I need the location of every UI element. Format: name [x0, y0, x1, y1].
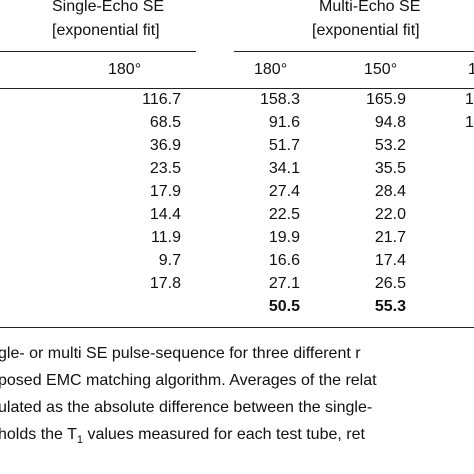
cell-multi-150: 165.9	[365, 91, 406, 108]
cell-multi-180: 19.9	[268, 229, 300, 246]
caption-line-4: holds the T1 values measured for each te…	[0, 426, 365, 447]
single-echo-group-rule	[0, 51, 196, 52]
caption-line-3: ulated as the absolute difference betwee…	[0, 399, 373, 416]
multi-echo-title: Multi-Echo SE	[319, 0, 421, 15]
caption-line-1: gle- or multi SE pulse-sequence for thre…	[0, 345, 361, 362]
cell-multi-150: 22.0	[374, 206, 406, 223]
cell-multi-180: 34.1	[268, 160, 300, 177]
single-echo-fit-label: [exponential fit]	[52, 22, 160, 39]
cell-cut-column: 1	[465, 91, 474, 108]
cell-multi-150: 26.5	[374, 275, 406, 292]
cell-multi-180: 22.5	[268, 206, 300, 223]
table-bottom-rule	[0, 327, 474, 328]
cell-single-180: 11.9	[151, 229, 181, 246]
cell-multi-150: 35.5	[374, 160, 406, 177]
cell-single-180: 9.7	[158, 252, 181, 269]
multi-echo-header: Multi-Echo SE	[319, 0, 420, 16]
caption-line-2: posed EMC matching algorithm. Averages o…	[0, 372, 377, 389]
subheader-cut-column: 1	[468, 61, 474, 78]
single-echo-title: Single-Echo SE	[52, 0, 165, 15]
cell-multi-180: 91.6	[268, 114, 300, 131]
cell-multi-150: 53.2	[374, 137, 406, 154]
cell-multi-180: 27.1	[268, 275, 300, 292]
cell-multi-180: 16.6	[268, 252, 300, 269]
subheader-multi-150: 150°	[364, 61, 398, 78]
header-bottom-rule	[0, 88, 474, 89]
cell-multi-150: 94.8	[374, 114, 406, 131]
subheader-multi-180: 180°	[254, 61, 288, 78]
multi-echo-fit-label: [exponential fit]	[312, 22, 420, 39]
cell-single-180: 68.5	[149, 114, 181, 131]
average-multi-150: 55.3	[374, 298, 406, 315]
average-multi-180: 50.5	[268, 298, 300, 315]
cell-single-180: 116.7	[142, 91, 181, 108]
cell-single-180: 14.4	[149, 206, 181, 223]
cell-single-180: 17.9	[149, 183, 181, 200]
cell-multi-180: 51.7	[268, 137, 300, 154]
multi-echo-group-rule	[234, 51, 474, 52]
cell-multi-180: 158.3	[259, 91, 300, 108]
single-echo-header: Single-Echo SE	[52, 0, 164, 16]
cell-multi-150: 28.4	[374, 183, 406, 200]
cell-multi-150: 21.7	[374, 229, 406, 246]
cell-single-180: 36.9	[149, 137, 181, 154]
cell-multi-180: 27.4	[268, 183, 300, 200]
cell-single-180: 23.5	[149, 160, 181, 177]
cell-single-180: 17.8	[149, 275, 181, 292]
cell-multi-150: 17.4	[374, 252, 406, 269]
cell-cut-column: 1	[465, 114, 474, 131]
subheader-single-180: 180°	[108, 61, 142, 78]
